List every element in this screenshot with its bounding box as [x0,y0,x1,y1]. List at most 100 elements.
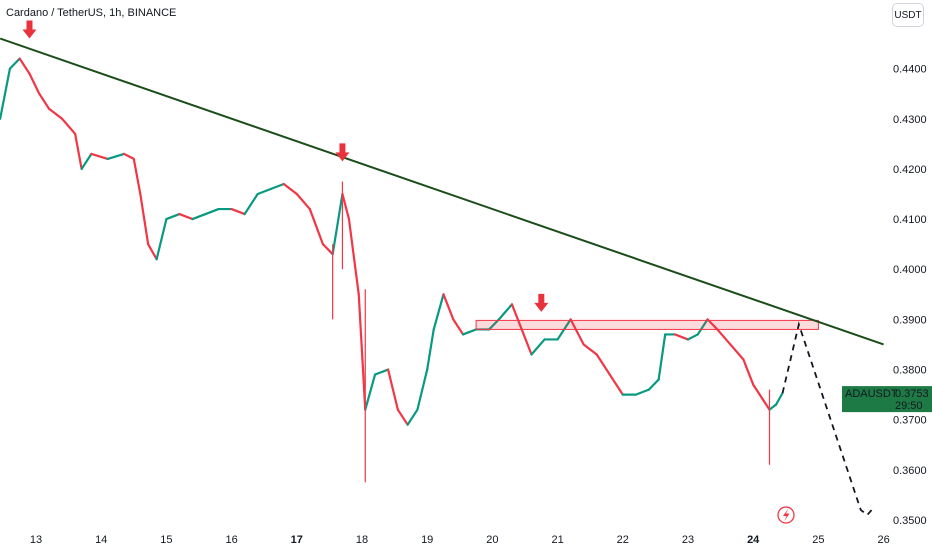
price-segment [569,318,585,346]
wick-layer [332,181,771,483]
x-tick-label: 21 [551,534,563,546]
price-segment [321,243,334,256]
price-segment [364,373,377,411]
price-segment [768,403,778,411]
price-segment [243,192,259,216]
y-tick-label: 0.4200 [893,164,927,176]
y-tick-label: 0.4100 [893,214,927,226]
price-segment [8,57,21,70]
price-segment [132,157,142,196]
x-tick-label: 26 [877,534,889,546]
price-segment [256,187,272,196]
price-segment [452,318,465,336]
y-tick-label: 0.3900 [893,314,927,326]
price-segment [647,378,660,391]
price-segment [396,408,409,426]
price-segment [386,368,399,411]
price-segment [488,318,501,331]
price-label-symbol: ADAUSDT [845,388,898,400]
x-tick-label: 22 [617,534,629,546]
price-segment [47,107,64,120]
y-tick-label: 0.4300 [893,114,927,126]
lightning-alert-icon[interactable] [777,506,795,524]
x-tick-label: 17 [291,534,303,546]
price-segment [716,328,732,346]
price-segment [106,152,126,161]
resistance-zone-layer [475,319,819,330]
x-tick-label: 18 [356,534,368,546]
projection-path[interactable] [781,321,875,517]
resistance-zone[interactable] [475,319,819,330]
x-tick-label: 16 [225,534,237,546]
price-segment [38,92,51,110]
currency-button[interactable]: USDT [892,3,924,27]
price-segment [774,392,784,406]
price-segment [155,217,168,261]
price-segment [178,212,194,221]
price-segment [0,67,12,120]
price-segment [80,152,93,171]
price-segment [426,328,435,371]
price-segment [706,318,719,331]
price-segment [347,217,360,296]
x-tick-label: 14 [95,534,107,546]
projection-layer [781,321,875,517]
price-segment [510,303,523,331]
x-tick-label: 20 [486,534,498,546]
y-tick-label: 0.4400 [893,64,927,76]
down-arrow-marker[interactable] [335,143,350,162]
price-label-background [842,386,932,413]
price-segment [191,212,207,221]
down-arrow-marker[interactable] [22,20,37,39]
y-tick-label: 0.3500 [893,515,927,527]
price-segment [582,343,598,356]
price-segment [742,358,755,386]
x-tick-label: 13 [30,534,42,546]
price-segment [595,353,611,376]
x-tick-label: 23 [682,534,694,546]
x-tick-label: 25 [812,534,824,546]
trendline[interactable] [0,37,884,346]
price-segment [139,192,150,246]
arrow-layer [22,20,549,312]
price-segment [673,333,690,341]
price-segment [341,192,351,221]
price-segment [90,152,109,161]
price-segment [416,368,429,411]
price-segment [204,207,220,216]
down-arrow-marker[interactable] [534,293,549,312]
price-segment [520,328,533,356]
price-segment [165,212,181,221]
y-tick-label: 0.4000 [893,264,927,276]
price-segment [282,182,298,196]
price-segment [357,293,367,411]
x-tick-label: 24 [747,534,760,546]
price-segment [432,293,445,331]
price-segment [147,243,158,261]
price-label-value: 0.3753 [895,388,929,400]
price-segment [295,192,311,211]
price-segment [634,388,650,396]
price-segment [608,373,624,396]
price-segment [60,117,77,135]
price-segment [497,303,514,321]
price-segment [18,57,31,75]
x-tick-label: 19 [421,534,433,546]
chart-title: Cardano / TetherUS, 1h, BINANCE [6,7,177,19]
price-segment [686,333,699,341]
trendline-layer [0,37,884,346]
price-segment [752,383,765,401]
price-segment [761,398,771,411]
price-label: ADAUSDT 0.3753 29:50 [842,386,932,413]
price-segment [269,182,285,191]
price-segment [657,333,667,381]
price-segment [461,328,478,336]
price-segment [230,207,246,216]
y-tick-label: 0.3800 [893,365,927,377]
price-label-countdown: 29:50 [895,400,923,412]
price-segment [696,318,709,336]
x-axis: 13 14 15 16 17 18 19 20 21 22 23 24 25 26 [30,534,890,546]
price-segment [331,192,344,256]
price-segment [122,152,135,161]
